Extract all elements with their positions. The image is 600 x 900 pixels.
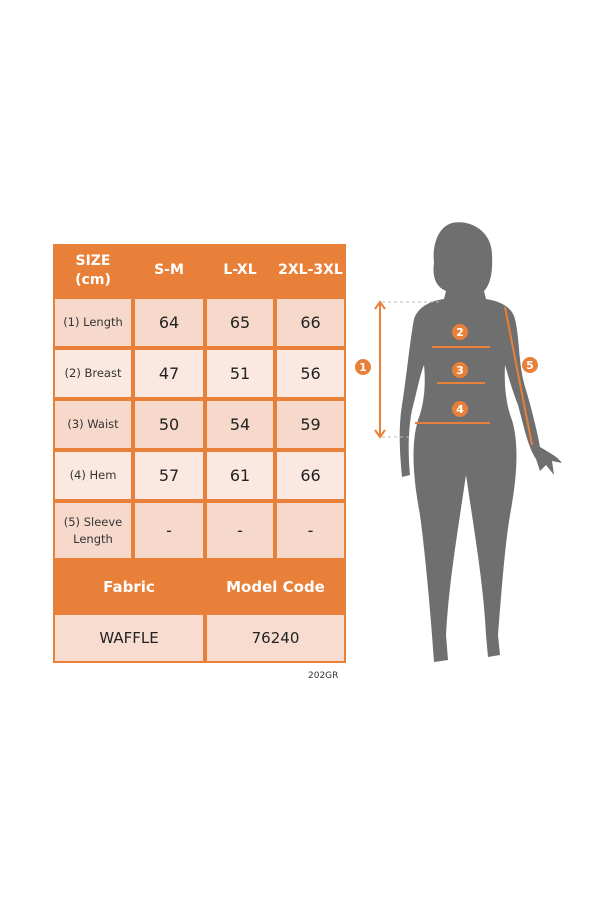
header-l-xl: L-XL xyxy=(223,262,257,278)
size-value: - xyxy=(277,503,344,558)
marker-2 xyxy=(452,324,468,340)
row-label: (3) Waist xyxy=(55,401,131,448)
svg-text:1: 1 xyxy=(359,361,367,374)
header-size: SIZE (cm) xyxy=(75,252,111,288)
marker-5 xyxy=(522,357,538,373)
size-value: 50 xyxy=(135,401,203,448)
fabric-label: Fabric xyxy=(103,577,155,596)
size-value: 61 xyxy=(207,452,273,499)
fabric-value: WAFFLE xyxy=(55,615,203,661)
size-value: - xyxy=(135,503,203,558)
marker-1 xyxy=(355,359,371,375)
size-value: - xyxy=(207,503,273,558)
row-label: (1) Length xyxy=(55,299,131,346)
model-code-value: 76240 xyxy=(207,615,344,661)
header-s-m: S-M xyxy=(154,262,184,278)
row-label: (2) Breast xyxy=(55,350,131,397)
header-2xl-3xl: 2XL-3XL xyxy=(278,262,343,278)
body-measurement-figure: 1 2 3 4 5 xyxy=(355,222,562,662)
svg-text:5: 5 xyxy=(526,359,534,372)
size-value: 51 xyxy=(207,350,273,397)
row-label: (5) Sleeve Length xyxy=(55,503,131,558)
woman-silhouette xyxy=(399,222,562,662)
size-value: 66 xyxy=(277,452,344,499)
size-value: 65 xyxy=(207,299,273,346)
marker-4 xyxy=(452,401,468,417)
svg-text:4: 4 xyxy=(456,403,464,416)
size-value: 47 xyxy=(135,350,203,397)
size-chart-table: SIZE (cm) S-M L-XL 2XL-3XL (1) Length 64 65 66(… xyxy=(53,244,346,663)
size-value: 66 xyxy=(277,299,344,346)
row-label: (4) Hem xyxy=(55,452,131,499)
footer-code: 202GR xyxy=(308,671,339,681)
svg-text:2: 2 xyxy=(456,326,464,339)
size-value: 64 xyxy=(135,299,203,346)
model-code-label: Model Code xyxy=(226,577,325,596)
size-value: 56 xyxy=(277,350,344,397)
size-value: 54 xyxy=(207,401,273,448)
svg-text:3: 3 xyxy=(456,364,464,377)
size-value: 59 xyxy=(277,401,344,448)
size-value: 57 xyxy=(135,452,203,499)
marker-3 xyxy=(452,362,468,378)
sleeve-arrow xyxy=(504,306,533,446)
